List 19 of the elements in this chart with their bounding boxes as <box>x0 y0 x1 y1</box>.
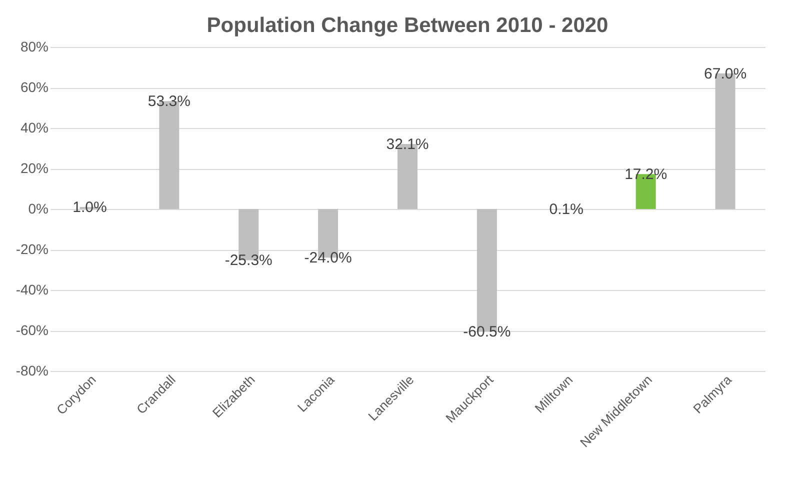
y-tick-label: -60% <box>16 322 48 338</box>
y-tick-label: 20% <box>20 160 48 176</box>
data-label: -24.0% <box>304 250 352 267</box>
chart-title: Population Change Between 2010 - 2020 <box>206 14 608 37</box>
y-tick-label: 60% <box>20 79 48 95</box>
y-tick-label: -40% <box>16 282 48 298</box>
data-label: 32.1% <box>386 136 429 153</box>
data-label: -60.5% <box>463 324 511 341</box>
data-label: 1.0% <box>72 198 107 216</box>
y-tick-label: -80% <box>16 362 48 378</box>
y-tick-label: 80% <box>20 38 48 54</box>
data-label: 17.2% <box>624 166 668 184</box>
data-label: -25.3% <box>224 252 272 270</box>
y-tick-label: 40% <box>20 120 48 136</box>
y-tick-label: -20% <box>16 241 48 257</box>
y-tick-label: 0% <box>28 200 48 216</box>
data-label: 0.1% <box>549 200 584 218</box>
data-label: 53.3% <box>148 93 190 110</box>
data-label: 67.0% <box>704 65 747 82</box>
